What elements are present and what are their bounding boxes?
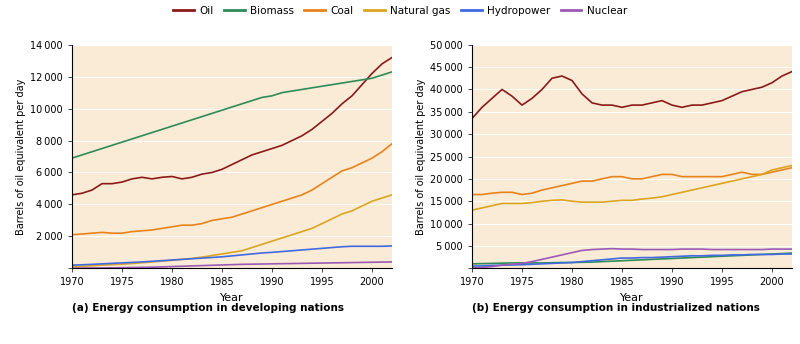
Text: (a) Energy consumption in developing nations: (a) Energy consumption in developing nat…	[72, 303, 344, 313]
Y-axis label: Barrels of oil equivalent per day: Barrels of oil equivalent per day	[16, 78, 26, 235]
Text: (b) Energy consumption in industrialized nations: (b) Energy consumption in industrialized…	[472, 303, 760, 313]
X-axis label: Year: Year	[220, 293, 244, 303]
Legend: Oil, Biomass, Coal, Natural gas, Hydropower, Nuclear: Oil, Biomass, Coal, Natural gas, Hydropo…	[169, 2, 631, 20]
X-axis label: Year: Year	[620, 293, 644, 303]
Y-axis label: Barrels of oil equivalent per day: Barrels of oil equivalent per day	[416, 78, 426, 235]
